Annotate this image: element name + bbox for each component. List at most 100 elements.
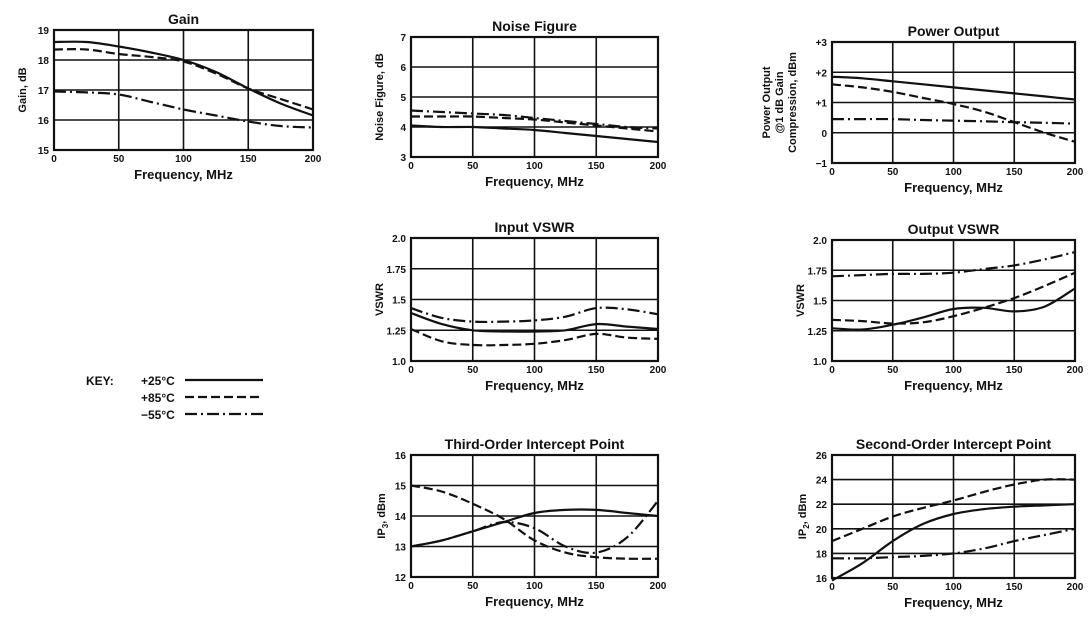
x-tick-label: 100 [526, 581, 543, 592]
series-line-solid [831, 287, 1076, 331]
plot-frame [830, 238, 1077, 363]
chart-title: Second-Order Intercept Point [856, 436, 1052, 452]
chart-gain: Gain 0 50 100 150 200 15 16 17 18 19 Frequency, MHz… [17, 11, 322, 182]
y-axis-label-line: @1 dB Gain [774, 71, 786, 133]
y-axis-label: Power Output@1 dB GainCompression, dBm [761, 52, 799, 153]
x-tick-label: 200 [650, 365, 667, 376]
y-axis-label: Gain, dB [17, 67, 29, 112]
x-axis-label: Frequency, MHz [485, 174, 584, 189]
y-tick-label: 4 [400, 123, 406, 134]
x-tick-label: 0 [829, 582, 835, 593]
x-axis-label: Frequency, MHz [904, 180, 1003, 195]
y-tick-label: 1.75 [387, 265, 407, 276]
plot-frame [52, 28, 315, 152]
x-axis-label: Frequency, MHz [904, 595, 1003, 610]
x-tick-label: 200 [650, 161, 667, 172]
plot-frame [409, 236, 660, 363]
y-tick-label: 26 [816, 451, 828, 462]
chart-input-vswr: Input VSWR 0 50 100 150 200 1.0 1.25 1.5 1.75 2.0 F… [374, 219, 667, 393]
y-axis-label: IP2, dBm [797, 494, 811, 540]
x-tick-label: 150 [588, 365, 605, 376]
temperature-key: KEY: +25°C +85°C −55°C [86, 374, 263, 422]
y-axis-label-sub: 2 [802, 524, 811, 529]
x-tick-label: 150 [1006, 167, 1023, 178]
x-axis-label: Frequency, MHz [134, 167, 233, 182]
x-axis-label: Frequency, MHz [485, 378, 584, 393]
x-tick-label: 100 [175, 154, 192, 165]
x-axis-label: Frequency, MHz [485, 594, 584, 609]
y-axis-label: VSWR [374, 283, 386, 316]
y-axis-label-tail: , dBm [797, 494, 809, 525]
y-tick-label: 5 [400, 93, 406, 104]
series-line-dashdot [53, 90, 314, 129]
y-tick-label: 6 [400, 63, 406, 74]
y-tick-label: 1.5 [392, 296, 406, 307]
y-tick-label: 24 [816, 476, 828, 487]
x-tick-label: 100 [526, 365, 543, 376]
x-tick-label: 200 [1067, 167, 1084, 178]
series-line-dashed [411, 115, 659, 133]
series-line-dashed [831, 83, 1076, 143]
y-tick-label: −1 [816, 159, 828, 170]
y-axis-label-main: IP [376, 528, 388, 538]
plot-frame [409, 35, 660, 159]
series-line-dashdot [410, 109, 659, 130]
x-tick-label: 0 [408, 365, 414, 376]
y-axis-label-line: Compression, dBm [787, 52, 799, 153]
plot-frame [830, 453, 1077, 580]
y-tick-label: +2 [816, 68, 828, 79]
chart-output-vswr: Output VSWR 0 50 100 150 200 1.0 1.25 1.5 1.75 2.0… [795, 221, 1084, 393]
y-axis-label-main: IP [797, 529, 809, 539]
y-tick-label: 13 [395, 543, 407, 554]
series-line-dashed [53, 48, 314, 111]
x-tick-label: 200 [305, 154, 322, 165]
x-tick-label: 0 [829, 365, 835, 376]
chart-title: Third-Order Intercept Point [445, 436, 625, 452]
chart-noise-figure: Noise Figure 0 50 100 150 200 3 4 5 6 7 Frequency, … [374, 18, 667, 189]
x-tick-label: 150 [1006, 365, 1023, 376]
x-tick-label: 100 [526, 161, 543, 172]
y-tick-label: 1.25 [808, 327, 828, 338]
y-tick-label: 0 [821, 129, 827, 140]
x-tick-label: 0 [51, 154, 57, 165]
y-tick-label: +3 [816, 38, 828, 49]
series-line-dashed [410, 484, 659, 560]
y-tick-label: 1.0 [392, 357, 406, 368]
y-tick-label: 17 [38, 86, 50, 97]
x-axis-label: Frequency, MHz [904, 378, 1003, 393]
x-tick-label: 100 [945, 167, 962, 178]
y-tick-label: 22 [816, 500, 828, 511]
chart-third-order-intercept: Third-Order Intercept Point 0 50 100 150 200 1… [376, 436, 667, 609]
chart-title: Gain [168, 11, 199, 27]
y-axis-label: Noise Figure, dB [374, 53, 386, 140]
y-tick-label: 15 [38, 146, 50, 157]
series-line-dashed [831, 478, 1076, 543]
chart-second-order-intercept: Second-Order Intercept Point 0 50 100 150 200… [797, 436, 1084, 610]
y-tick-label: 20 [816, 525, 828, 536]
y-axis-label-sub: 3 [381, 523, 390, 528]
y-tick-label: 16 [38, 116, 50, 127]
y-tick-label: 2.0 [392, 234, 406, 245]
x-tick-label: 150 [240, 154, 257, 165]
x-tick-label: 0 [829, 167, 835, 178]
x-tick-label: 150 [1006, 582, 1023, 593]
series-line-dashdot [831, 527, 1076, 560]
y-tick-label: 16 [816, 574, 828, 585]
x-tick-label: 0 [408, 581, 414, 592]
x-tick-label: 150 [588, 581, 605, 592]
x-tick-label: 50 [467, 581, 479, 592]
y-tick-label: 14 [395, 512, 407, 523]
key-label-25c: +25°C [141, 374, 175, 388]
y-tick-label: 1.75 [808, 266, 828, 277]
x-tick-label: 0 [408, 161, 414, 172]
x-tick-label: 200 [650, 581, 667, 592]
x-tick-label: 50 [887, 167, 899, 178]
y-tick-label: +1 [816, 99, 828, 110]
y-tick-label: 19 [38, 26, 50, 37]
y-tick-label: 1.5 [813, 297, 827, 308]
series-line-solid [410, 508, 659, 548]
series-line-solid [410, 311, 659, 333]
x-tick-label: 150 [588, 161, 605, 172]
key-label-85c: +85°C [141, 391, 175, 405]
